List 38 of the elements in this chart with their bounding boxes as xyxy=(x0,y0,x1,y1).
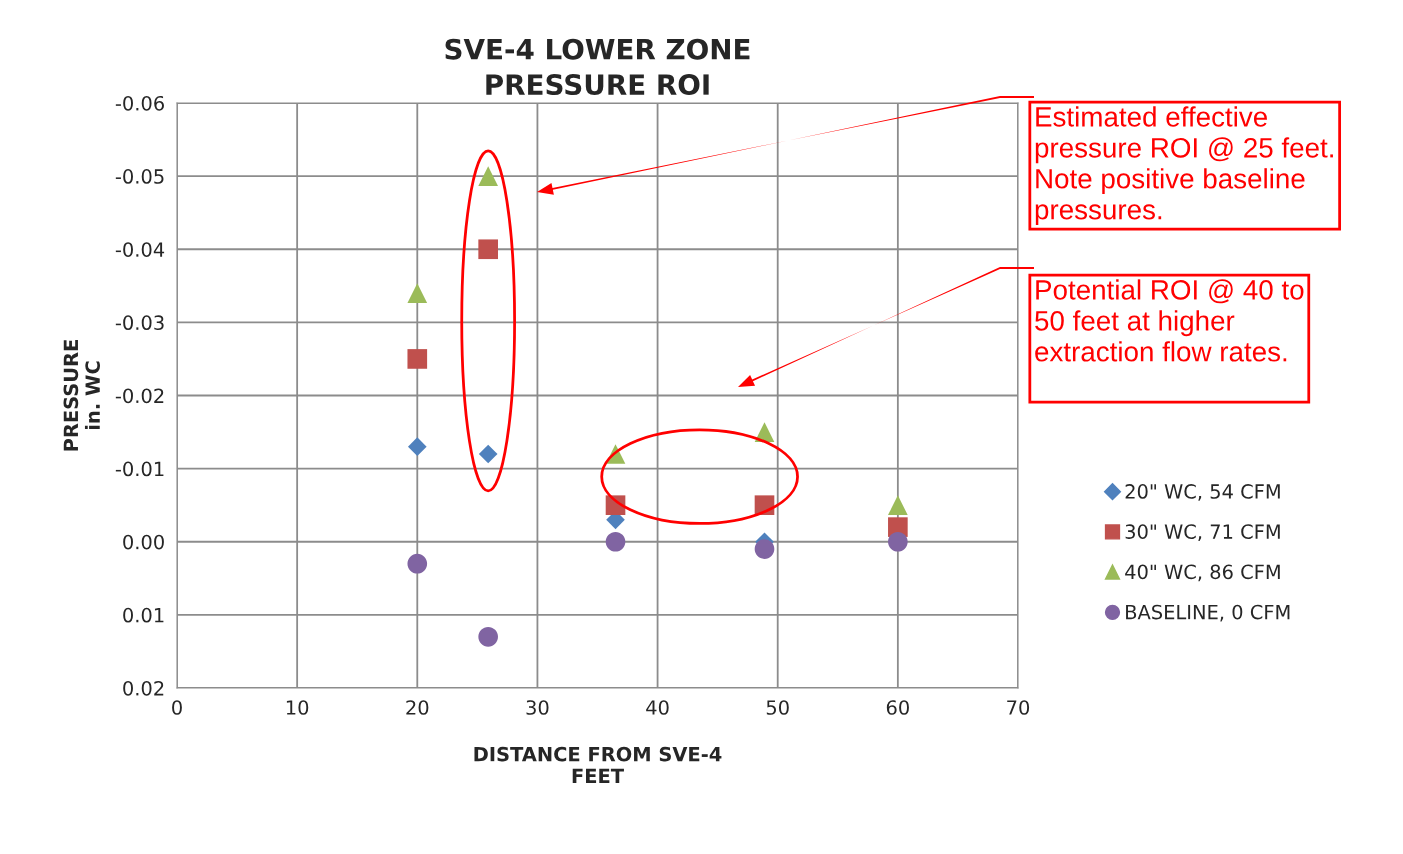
x-tick-label: 40 xyxy=(646,700,669,715)
legend-label: 40" WC, 86 CFM xyxy=(1125,564,1280,582)
point xyxy=(478,626,498,647)
point xyxy=(754,539,775,559)
point xyxy=(407,437,427,456)
y-tick-label: -0.02 xyxy=(115,388,164,404)
y-tick-label: 0.02 xyxy=(123,680,164,696)
x-tick-label: 50 xyxy=(766,700,789,715)
y-tick-label: -0.06 xyxy=(115,95,164,111)
chart-title: SVE-4 LOWER ZONE PRESSURE ROI xyxy=(445,38,750,96)
x-tick-label: 30 xyxy=(526,700,549,715)
y-tick-label: -0.03 xyxy=(115,315,164,331)
point xyxy=(605,531,626,552)
x-tick-label: 0 xyxy=(172,700,182,715)
point xyxy=(888,531,908,552)
y-tick-label: 0.01 xyxy=(123,607,164,623)
point xyxy=(407,553,428,574)
y-tick-label: -0.05 xyxy=(115,169,164,184)
point xyxy=(888,495,908,516)
text: Estimated effective pressure ROI @ 25 feet. Note positive baseline pressures. xyxy=(1035,106,1333,225)
point xyxy=(478,444,498,464)
x-tick-label: 10 xyxy=(286,700,309,715)
legend-label: 20" WC, 54 CFM xyxy=(1125,484,1280,501)
text: Potential ROI @ 40 to 50 feet at higher extraction flow rates. xyxy=(1035,279,1304,362)
point xyxy=(407,349,428,369)
legend-label: 30" WC, 71 CFM xyxy=(1125,524,1280,541)
y-tick-label: 0.00 xyxy=(123,534,164,550)
x-tick-label: 20 xyxy=(406,700,429,715)
x-tick-label: 60 xyxy=(886,700,909,715)
point xyxy=(407,283,428,303)
legend-label: BASELINE, 0 CFM xyxy=(1126,604,1290,622)
x-axis-title: DISTANCE FROM SVE-4 FEET xyxy=(474,746,722,783)
y-tick-label: -0.04 xyxy=(115,242,165,257)
point xyxy=(478,166,498,186)
y-tick-label: -0.01 xyxy=(115,461,164,477)
x-tick-label: 70 xyxy=(1007,700,1030,715)
y-axis-title: PRESSURE in. WC xyxy=(63,340,101,451)
point xyxy=(478,239,498,260)
